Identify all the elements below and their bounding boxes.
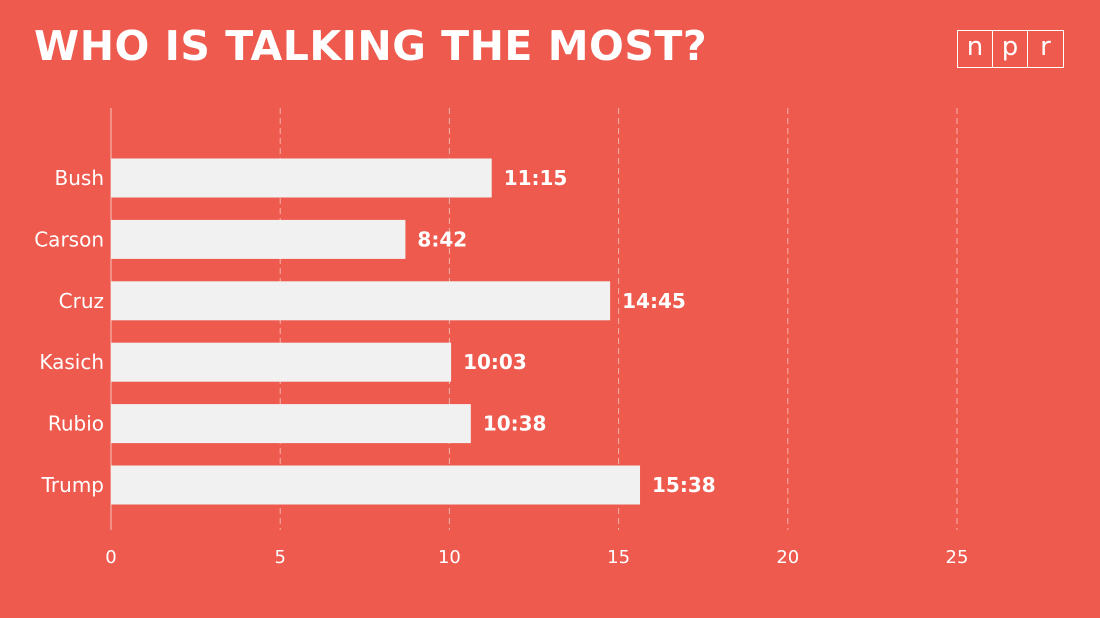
x-tick-label: 25 [946,547,969,568]
data-label: 14:45 [622,289,686,313]
bar-kasich [111,342,452,382]
x-tick-label: 15 [607,547,630,568]
logo-letter-n: n [958,31,993,67]
bar-rubio [111,404,471,444]
logo-letter-r: r [1040,32,1051,62]
bar-cruz [111,281,611,321]
chart-title: WHO IS TALKING THE MOST? [34,22,708,70]
x-tick-label: 0 [105,547,116,568]
category-label: Cruz [59,289,104,313]
x-tick-label: 20 [776,547,799,568]
data-label: 11:15 [504,166,568,190]
category-label: Kasich [39,350,104,374]
category-label: Carson [34,227,104,251]
data-label: 10:38 [483,412,547,436]
bar-bush [111,158,492,198]
bar-trump [111,465,641,505]
npr-logo: n p r [957,30,1064,68]
category-label: Trump [41,473,104,497]
category-label: Bush [55,166,105,190]
logo-letter-p: p [993,31,1028,67]
bar-carson [111,219,406,259]
x-tick-label: 10 [438,547,461,568]
data-label: 10:03 [463,350,527,374]
category-label: Rubio [48,412,104,436]
data-label: 15:38 [652,473,716,497]
data-label: 8:42 [417,227,467,251]
x-tick-label: 5 [274,547,285,568]
